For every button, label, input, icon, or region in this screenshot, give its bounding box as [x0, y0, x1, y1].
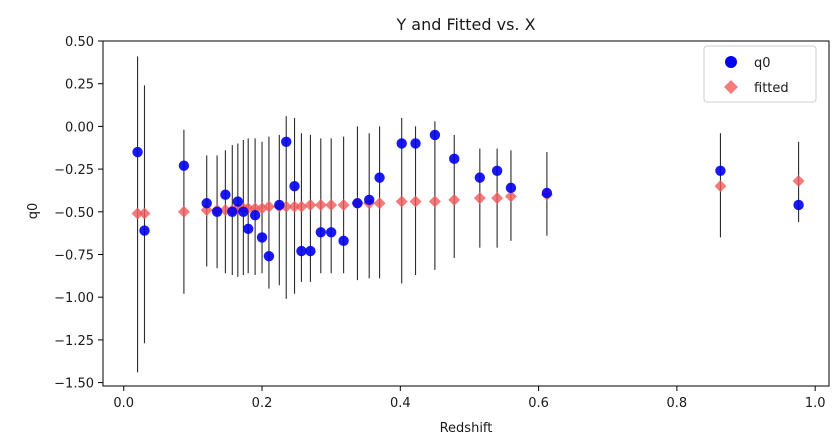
fitted-point — [792, 175, 805, 188]
fitted-point — [337, 198, 350, 211]
y-tick-label: −1.00 — [54, 291, 94, 306]
q0-point — [352, 198, 363, 209]
q0-point — [296, 245, 307, 257]
plot-content — [131, 56, 805, 373]
fitted-point — [448, 193, 461, 206]
fitted-point — [304, 198, 317, 211]
q0-point — [305, 245, 316, 257]
fitted-point — [395, 195, 408, 208]
y-axis: 0.50 0.25 0.00 −0.25 −0.50 −0.75 −1.00 −1.25 −1.… — [54, 35, 103, 392]
q0-point — [505, 182, 517, 194]
fitted-point — [428, 195, 441, 208]
y-tick-label: 0.25 — [65, 78, 94, 93]
fitted-point — [473, 192, 486, 205]
q0-point — [491, 165, 503, 177]
q0-point — [289, 180, 300, 192]
q0-point — [281, 136, 292, 147]
q0-point — [211, 206, 223, 217]
y-tick-label: −0.75 — [54, 248, 94, 263]
fitted-point — [288, 200, 301, 213]
fitted-point — [138, 207, 151, 220]
q0-point — [132, 146, 143, 158]
q0-point — [410, 138, 421, 149]
legend-q0-marker — [725, 56, 737, 68]
q0-point — [243, 223, 254, 235]
fitted-point — [409, 195, 422, 208]
y-axis-title: q0 — [26, 203, 41, 220]
q0-point — [232, 196, 244, 207]
fitted-point — [491, 192, 504, 205]
y-tick-label: −0.50 — [54, 206, 94, 221]
fitted-point — [714, 180, 727, 193]
q0-point — [274, 199, 285, 211]
x-tick-label: 0.0 — [113, 396, 134, 411]
q0-point — [396, 138, 407, 149]
q0-point — [315, 227, 326, 238]
legend: q0 fitted — [703, 45, 817, 103]
q0-point — [338, 235, 349, 247]
q0-point — [227, 206, 238, 217]
y-tick-label: 0.50 — [65, 35, 94, 50]
q0-point — [178, 160, 190, 171]
y-tick-label: −1.50 — [54, 377, 94, 392]
q0-point — [325, 227, 337, 238]
q0-point — [449, 153, 460, 165]
x-axis: 0.0 0.2 0.4 0.6 0.8 1.0 — [113, 386, 826, 411]
q0-point — [429, 129, 441, 141]
q0-point — [256, 232, 268, 243]
q0-point — [374, 172, 385, 183]
x-tick-label: 0.6 — [528, 396, 549, 411]
q0-point — [249, 210, 261, 221]
q0-point — [715, 165, 726, 177]
fitted-point — [177, 205, 190, 218]
q0-point — [474, 172, 486, 183]
fitted-point — [373, 197, 386, 210]
fitted-point — [262, 200, 275, 213]
q0-point — [238, 206, 249, 217]
q0-point — [793, 199, 804, 211]
fitted-point — [325, 198, 338, 211]
fitted-point — [314, 198, 327, 211]
q0-point — [139, 225, 150, 236]
x-tick-label: 0.4 — [390, 396, 411, 411]
q0-point — [364, 194, 375, 206]
q0-point — [220, 189, 231, 200]
y-tick-label: −1.25 — [54, 334, 94, 349]
legend-q0-label: q0 — [754, 56, 771, 71]
chart-title: Y and Fitted vs. X — [395, 15, 535, 34]
y-tick-label: 0.00 — [65, 120, 94, 135]
x-tick-label: 0.2 — [252, 396, 273, 411]
fitted-point — [131, 207, 144, 220]
plot-area — [102, 40, 830, 387]
y-tick-label: −0.25 — [54, 163, 94, 178]
x-tick-label: 1.0 — [805, 396, 826, 411]
q0-point — [541, 187, 553, 199]
x-axis-title: Redshift — [440, 421, 493, 436]
legend-fitted-label: fitted — [754, 81, 789, 96]
legend-fitted-marker — [724, 80, 738, 94]
fitted-point — [504, 190, 517, 203]
x-tick-label: 0.8 — [667, 396, 688, 411]
fitted-point — [295, 200, 308, 213]
q0-point — [201, 198, 212, 209]
q0-point — [263, 250, 275, 262]
